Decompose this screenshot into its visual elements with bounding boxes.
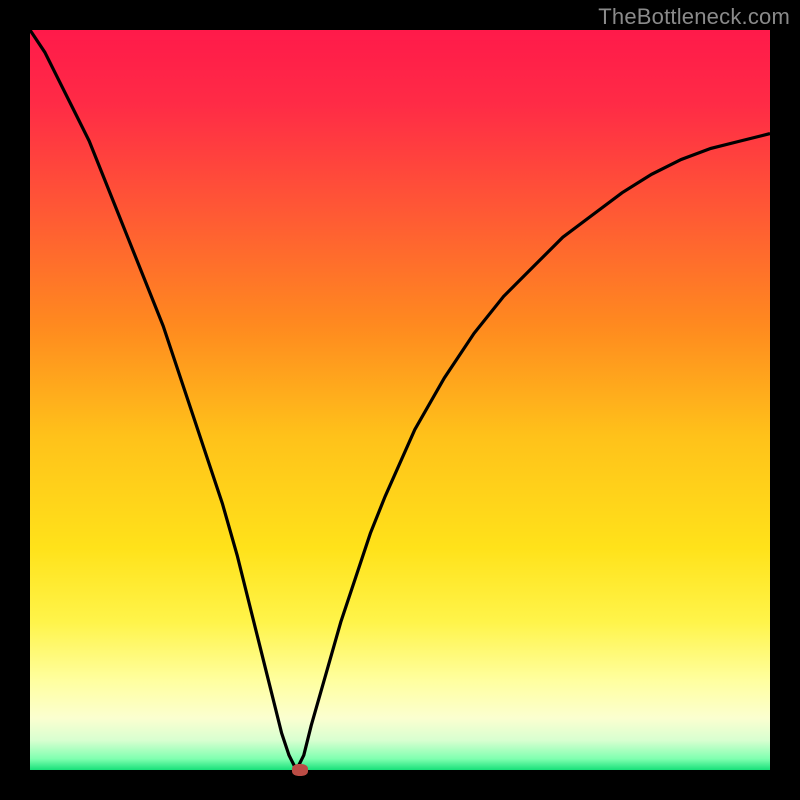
optimal-point-marker — [292, 764, 308, 776]
bottleneck-curve — [30, 30, 770, 770]
bottleneck-chart — [30, 30, 770, 770]
watermark-text: TheBottleneck.com — [598, 4, 790, 30]
